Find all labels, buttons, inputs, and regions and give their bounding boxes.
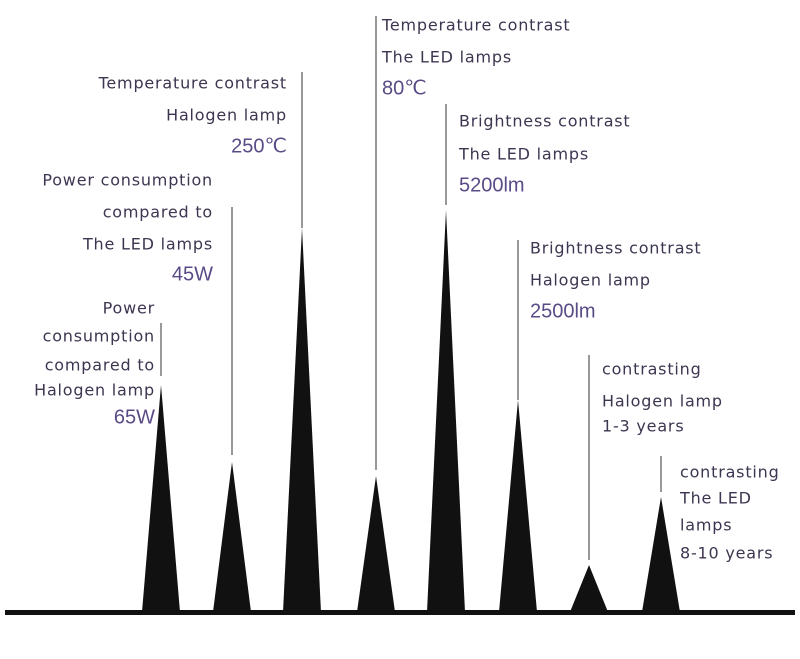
label-line: Power consumption	[42, 171, 213, 190]
label-line: Temperature contrast	[381, 16, 570, 35]
label-line: Brightness contrast	[530, 239, 702, 258]
baseline	[5, 610, 795, 615]
spike	[427, 210, 465, 612]
label-line: contrasting	[602, 360, 702, 379]
spike	[283, 228, 321, 612]
label-line: Halogen lamp	[34, 381, 155, 400]
label-line: Halogen lamp	[530, 271, 651, 290]
label-line: The LED lamps	[82, 235, 213, 254]
label-line: Temperature contrast	[98, 74, 287, 93]
label-line: Brightness contrast	[459, 112, 631, 131]
label-line: Halogen lamp	[602, 392, 723, 411]
label-line: contrasting	[680, 463, 780, 482]
value-label: 80℃	[382, 77, 427, 99]
value-label: 5200lm	[459, 174, 525, 196]
spike	[570, 565, 608, 612]
label-line: compared to	[45, 356, 155, 375]
label-line: The LED	[679, 489, 752, 508]
label-line: compared to	[103, 203, 213, 222]
label-line: Halogen lamp	[166, 106, 287, 125]
value-label: 45W	[172, 263, 213, 285]
label-line: The LED lamps	[381, 48, 512, 67]
label-line: 1-3 years	[602, 417, 684, 436]
value-label: 2500lm	[530, 300, 596, 322]
label-line: lamps	[680, 516, 732, 535]
label-line: The LED lamps	[458, 145, 589, 164]
spike	[142, 385, 180, 612]
label-line: Power	[103, 299, 155, 318]
label-line: consumption	[43, 327, 155, 346]
spike	[357, 476, 395, 612]
spike	[213, 462, 251, 612]
value-label: 250℃	[231, 135, 287, 157]
value-label: 65W	[114, 406, 155, 428]
spike	[499, 400, 537, 612]
spike	[642, 497, 680, 612]
label-line: 8-10 years	[680, 544, 773, 563]
